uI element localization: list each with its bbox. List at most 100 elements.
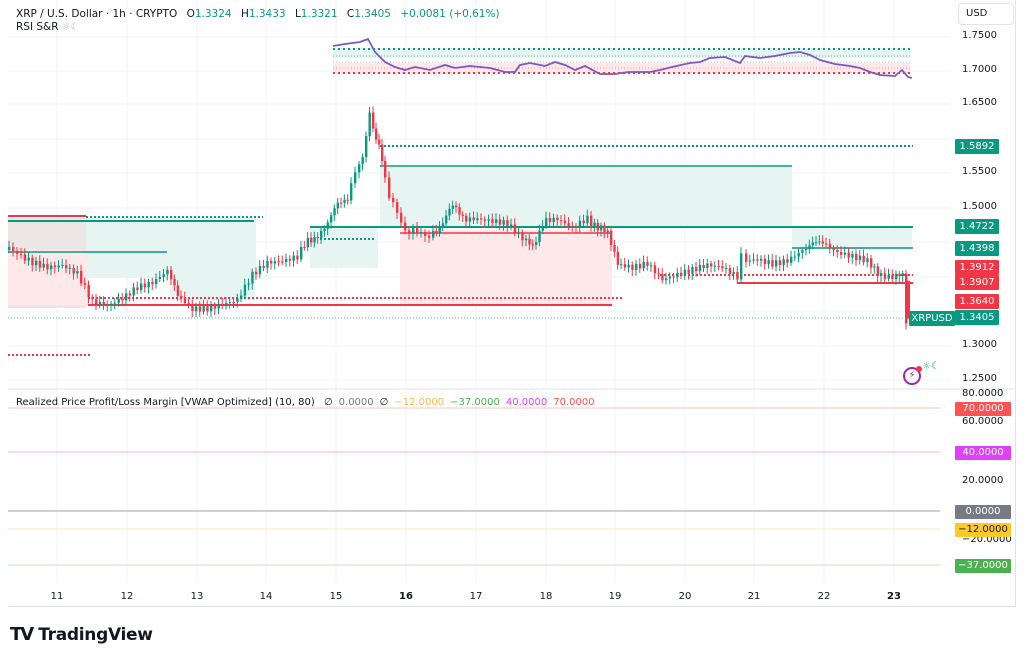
candle-body [525,238,528,241]
candle-body [266,260,269,268]
change-value: +0.0081 (+0.61%) [400,8,500,20]
candle-body [582,220,585,224]
candle-body [80,271,83,284]
candle-body [661,274,664,281]
price-tick-label: 1.5000 [962,201,997,212]
candle-body [752,259,755,261]
candle-body [495,219,498,223]
candle-body [381,144,384,161]
candle-body [306,237,310,248]
indicator-tick-label: 60.0000 [962,416,1004,427]
candle-body [521,232,524,241]
candle-body [556,217,559,221]
candle-body [365,136,368,158]
currency-button[interactable]: USD [958,3,1014,25]
candle-body [228,301,232,304]
candle-body [61,264,64,266]
candle-body [121,298,124,301]
candle-body [350,183,353,201]
candle-body [756,259,759,261]
indicator-value: 0.0000 [338,397,374,408]
candle-body [72,267,75,274]
candle-body [225,303,228,306]
candle-body [840,252,843,255]
symbol-price-tag: XRPUSD [909,311,955,326]
candle-body [498,219,502,225]
candle-body [748,260,752,262]
candle-body [288,258,292,261]
candle-body [650,265,653,267]
candle-body [725,267,728,269]
indicator-pane-legend[interactable]: Realized Price Profit/Loss Margin [VWAP … [16,397,601,408]
candle-body [143,283,147,288]
symbol-title[interactable]: XRP / U.S. Dollar · 1h · CRYPTO [16,8,178,20]
price-level-tag: 1.5892 [955,139,999,154]
candle-body [575,226,578,228]
close-value: 1.3405 [354,8,391,20]
candle-body [316,237,320,239]
candle-body [472,217,475,221]
candle-body [691,267,694,274]
indicator-value: 70.0000 [553,397,595,408]
price-level-tag: 1.3907 [955,275,999,290]
candle-body [296,255,299,260]
candle-body [346,199,350,201]
candle-body [883,273,887,279]
time-tick-label: 19 [608,591,622,602]
candle-body [198,306,202,312]
candle-body [600,225,603,231]
candle-body [404,222,407,231]
candle-body [451,205,455,209]
candle-body [303,246,306,248]
time-tick-label: 20 [678,591,692,602]
open-label: O [186,8,195,20]
candle-body [880,273,883,276]
candle-body [793,256,797,258]
candle-body [117,298,120,303]
time-tick-label: 11 [50,591,64,602]
candle-body [8,246,11,250]
candle-body [596,222,600,231]
candle-body [206,306,209,312]
candle-body [202,306,205,312]
low-value: 1.3321 [300,8,338,20]
candle-body [42,263,45,268]
indicator-pane-title[interactable]: Realized Price Profit/Loss Margin [VWAP … [16,397,315,408]
candle-body [887,275,890,279]
candle-body [273,261,277,264]
symbol-legend[interactable]: XRP / U.S. Dollar · 1h · CRYPTO O1.3324 … [16,7,500,21]
candle-body [586,215,589,224]
indicator-legend-rsi[interactable]: RSI S&R ☼☾ [16,21,79,33]
candle-body [901,273,905,276]
candle-body [340,202,343,204]
candle-body [428,235,431,238]
price-tick-label: 1.7000 [962,64,997,75]
chart-frame [8,0,1016,607]
candle-body [262,266,265,268]
time-tick-label: 14 [259,591,273,602]
candle-body [790,256,793,263]
candle-body [855,253,858,261]
candle-body [560,220,563,222]
candle-body [180,295,183,298]
candle-body [851,253,854,258]
price-tick-label: 1.7500 [962,30,997,41]
candle-body [683,269,687,276]
candle-body [277,261,280,263]
candle-body [736,271,739,280]
candle-body [571,225,574,227]
candle-body [778,260,782,266]
candle-body [513,224,517,234]
candle-body [258,266,262,275]
alert-lightning-icon[interactable]: ⚡ [903,366,922,385]
candle-body [378,139,381,145]
candle-body [895,274,898,280]
indicator-name[interactable]: RSI S&R [16,21,59,33]
tradingview-logo[interactable]: TV TradingView [10,624,153,645]
candle-body [232,301,235,303]
candle-body [843,252,847,255]
candle-body [623,264,627,268]
candle-body [375,128,378,140]
candle-body [110,303,113,305]
